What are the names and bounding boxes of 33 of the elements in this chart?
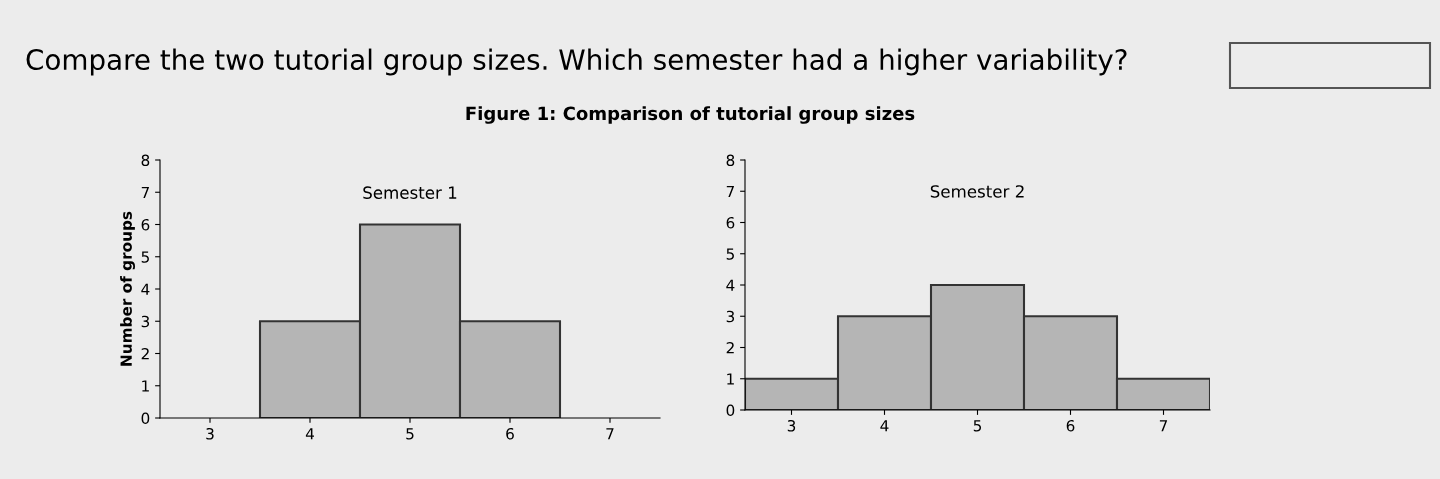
text: Semester 1 xyxy=(363,186,457,199)
text: Compare the two tutorial group sizes. Which semester had a higher variability? xyxy=(26,48,1127,76)
x-tick-label: 4 xyxy=(305,428,314,440)
x-tick-label: 6 xyxy=(1066,419,1075,432)
x-tick-label: 7 xyxy=(1159,420,1168,432)
y-tick-label: 3 xyxy=(141,315,150,328)
y-tick-label: 6 xyxy=(141,218,150,231)
x-tick-label: 6 xyxy=(506,427,514,440)
x-tick-label: 3 xyxy=(787,419,796,432)
y-tick-label: 0 xyxy=(726,404,735,417)
x-tick-label: 3 xyxy=(206,427,214,440)
y-tick-label: 0 xyxy=(141,412,150,425)
y-tick-label: 7 xyxy=(141,186,149,199)
y-tick-label: 8 xyxy=(141,154,150,167)
caption: Figure 1: Comparison of tutorial group sizes xyxy=(466,106,915,124)
x-tick-label: 5 xyxy=(973,420,982,432)
y-tick-label: 1 xyxy=(142,380,149,392)
y-tick-label: 1 xyxy=(727,373,734,385)
x-tick-label: 5 xyxy=(406,428,414,440)
y-tick-label: 8 xyxy=(726,154,735,167)
y-tick-label: 5 xyxy=(726,248,734,260)
y-tick-label: 6 xyxy=(726,216,735,229)
y-tick-label: 3 xyxy=(726,310,735,323)
y-tick-label: 5 xyxy=(141,251,149,263)
y-tick-label: 7 xyxy=(726,185,734,198)
y-tick-label: 4 xyxy=(726,279,735,291)
text: Semester 2 xyxy=(930,185,1024,198)
y-tick-label: 2 xyxy=(141,347,149,360)
y-axis-title: Number of groups xyxy=(120,211,135,366)
x-tick-label: 7 xyxy=(606,428,614,440)
y-tick-label: 4 xyxy=(141,283,150,295)
y-tick-label: 2 xyxy=(726,341,734,354)
x-tick-label: 4 xyxy=(880,420,889,432)
